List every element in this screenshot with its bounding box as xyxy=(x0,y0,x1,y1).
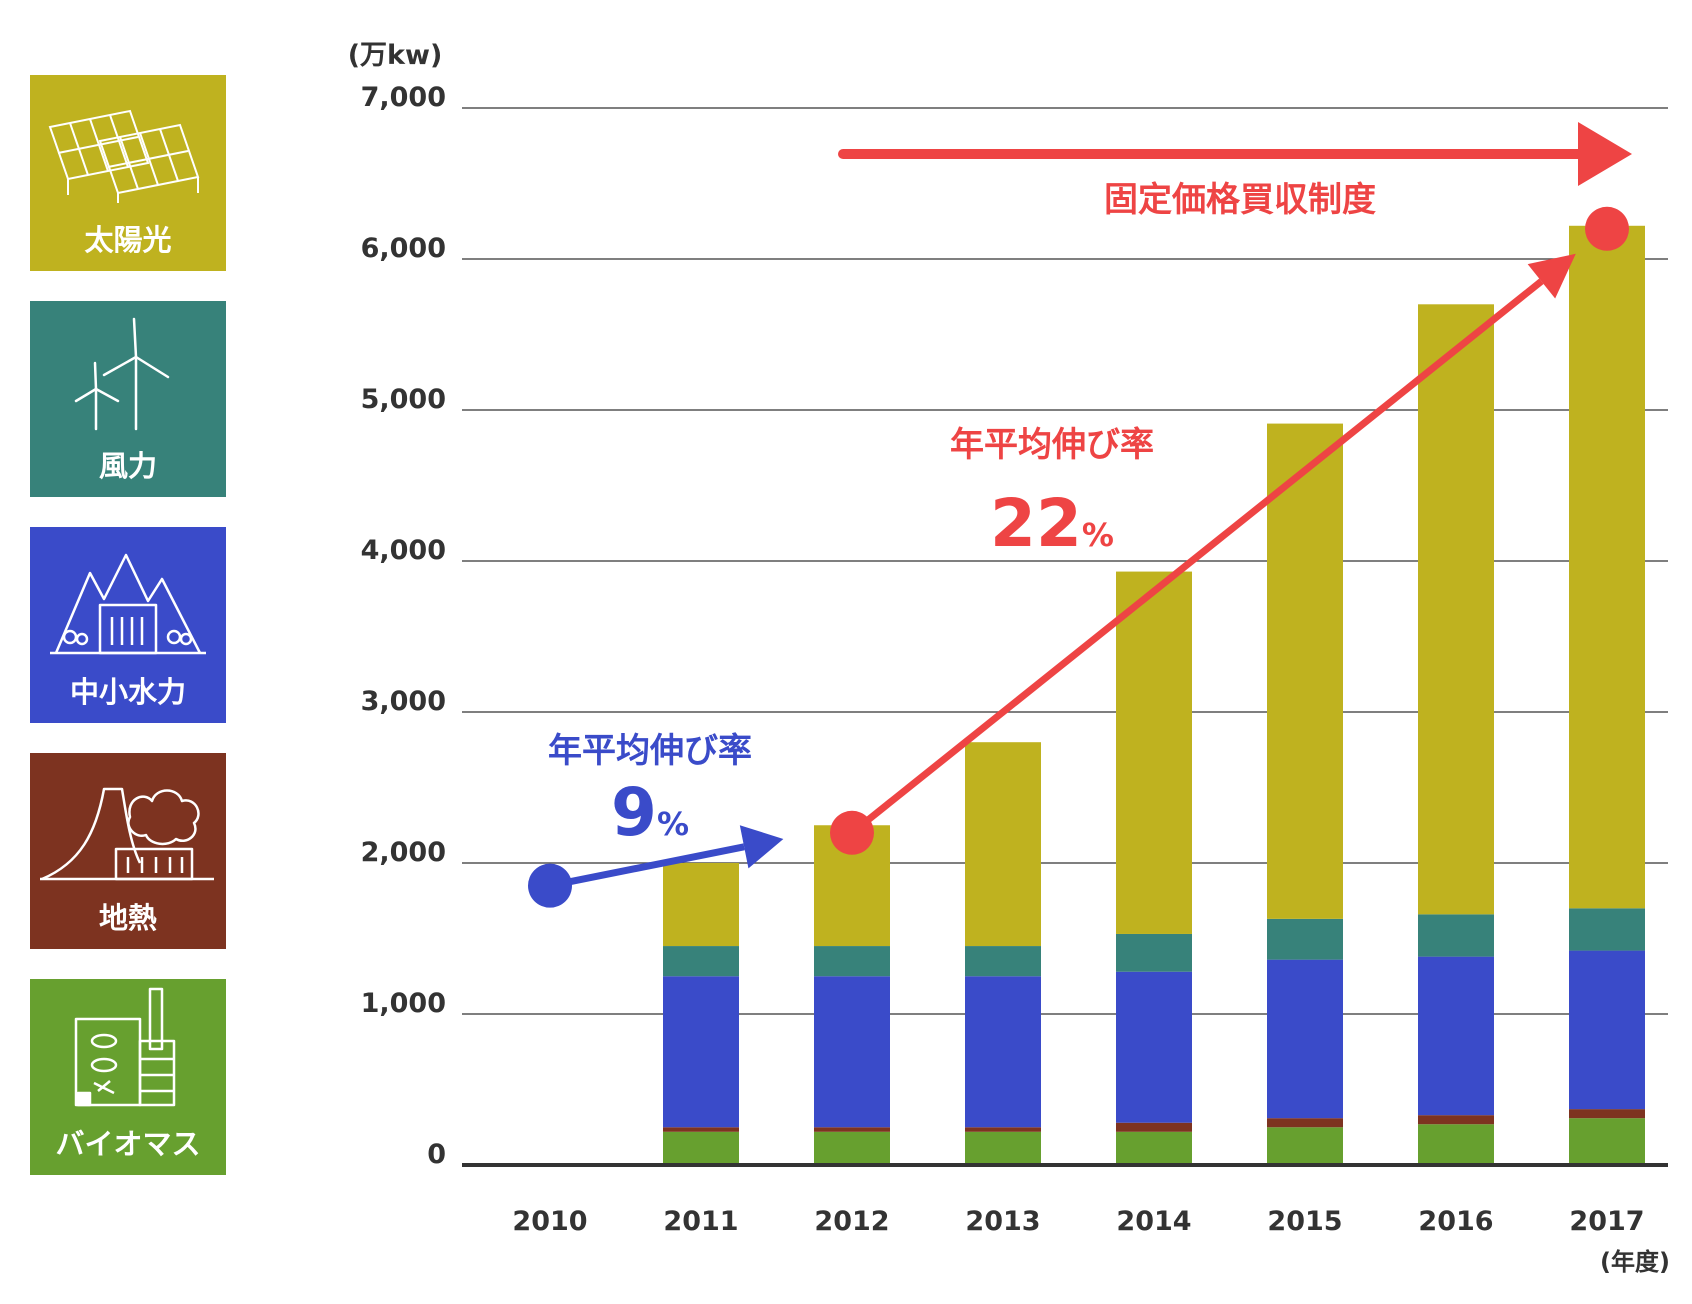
bars xyxy=(663,225,1645,1165)
bar-segment xyxy=(1267,1118,1343,1128)
x-tick-label: 2016 xyxy=(1418,1206,1493,1237)
blue-growth-number: 9 xyxy=(611,774,657,851)
bar-segment xyxy=(663,946,739,977)
x-tick-label: 2012 xyxy=(814,1206,889,1237)
y-tick-label: 6,000 xyxy=(361,233,446,264)
bar-segment xyxy=(1569,1109,1645,1119)
red-growth-value: 22% xyxy=(990,485,1114,562)
blue-growth-arrow-start-dot xyxy=(528,863,572,908)
bar-segment xyxy=(965,742,1041,947)
x-tick-label: 2013 xyxy=(965,1206,1040,1237)
x-tick-label: 2014 xyxy=(1116,1206,1191,1237)
blue-growth-label: 年平均伸び率 xyxy=(548,731,752,771)
blue-growth-arrow-shaft xyxy=(549,843,745,890)
bar-segment xyxy=(663,1131,739,1165)
bar-segment xyxy=(1267,959,1343,1119)
bar-segment xyxy=(814,946,890,977)
bar-segment xyxy=(1418,304,1494,915)
bar-segment xyxy=(965,976,1041,1128)
legend-label: バイオマス xyxy=(55,1127,201,1161)
y-tick-label: 7,000 xyxy=(361,82,446,113)
red-growth-arrow-end-dot xyxy=(1585,206,1629,251)
y-axis-unit-label: (万kw) xyxy=(348,40,443,71)
y-axis-ticks: 0 1,000 2,000 3,000 4,000 5,000 6,000 7,000 xyxy=(361,82,446,1170)
hydro-dam-icon xyxy=(50,553,206,655)
legend-label: 太陽光 xyxy=(84,223,172,257)
red-growth-label: 年平均伸び率 xyxy=(950,425,1154,465)
legend-label: 風力 xyxy=(98,449,157,483)
bar-segment xyxy=(965,946,1041,977)
bar-segment xyxy=(1116,971,1192,1123)
legend-label: 中小水力 xyxy=(69,675,186,709)
red-growth-number: 22 xyxy=(990,485,1082,562)
blue-growth-value: 9% xyxy=(611,774,689,851)
fit-arrow-head xyxy=(1578,122,1632,186)
red-growth-arrow-start-dot xyxy=(830,810,874,855)
legend-label: 地熱 xyxy=(98,901,157,935)
wind-turbine-icon xyxy=(74,317,170,431)
legend-item-biomass: バイオマス xyxy=(30,979,226,1175)
y-tick-label: 5,000 xyxy=(361,384,446,415)
y-tick-label: 1,000 xyxy=(361,988,446,1019)
bar-segment xyxy=(1116,1131,1192,1165)
bar-segment xyxy=(1267,918,1343,960)
bar-segment xyxy=(1569,225,1645,909)
solar-panel-icon xyxy=(48,109,200,203)
bar-segment xyxy=(814,976,890,1128)
x-tick-label: 2011 xyxy=(663,1206,738,1237)
x-axis-ticks: 2010 2011 2012 2013 2014 2015 2016 2017 xyxy=(512,1206,1644,1237)
bar-segment xyxy=(1418,1124,1494,1165)
bar-segment xyxy=(1418,956,1494,1116)
growth-arrows xyxy=(528,206,1629,908)
bar-segment xyxy=(1116,571,1192,934)
red-growth-unit: % xyxy=(1082,516,1114,554)
geothermal-plant-icon xyxy=(40,787,214,881)
x-axis-unit-label: (年度) xyxy=(1600,1248,1670,1276)
red-growth-arrow-head xyxy=(1527,253,1576,299)
bar-segment xyxy=(663,1127,739,1132)
y-tick-label: 4,000 xyxy=(361,535,446,566)
bar-segment xyxy=(663,976,739,1128)
red-growth-arrow-shaft xyxy=(849,278,1544,836)
fit-label: 固定価格買収制度 xyxy=(1104,180,1376,220)
bar-segment xyxy=(965,1127,1041,1132)
bar-segment xyxy=(1418,914,1494,957)
bar-segment xyxy=(1569,1118,1645,1165)
legend-item-hydro: 中小水力 xyxy=(30,527,226,723)
bar-segment xyxy=(1569,908,1645,951)
biomass-plant-icon xyxy=(74,987,176,1107)
x-tick-label: 2010 xyxy=(512,1206,587,1237)
y-tick-label: 0 xyxy=(427,1139,446,1170)
legend-item-solar: 太陽光 xyxy=(30,75,226,271)
bar-segment xyxy=(1418,1115,1494,1125)
bar-segment xyxy=(1569,950,1645,1110)
bar-segment xyxy=(1267,1127,1343,1165)
y-tick-label: 3,000 xyxy=(361,686,446,717)
bar-segment xyxy=(1267,423,1343,919)
blue-growth-arrow-head xyxy=(739,825,784,869)
bar-segment xyxy=(965,1131,1041,1165)
legend-item-geothermal: 地熱 xyxy=(30,753,226,949)
x-tick-label: 2015 xyxy=(1267,1206,1342,1237)
legend-item-wind: 風力 xyxy=(30,301,226,497)
blue-growth-unit: % xyxy=(657,805,689,843)
bar-segment xyxy=(814,1127,890,1132)
bar-segment xyxy=(1116,1122,1192,1132)
y-tick-label: 2,000 xyxy=(361,837,446,868)
bar-segment xyxy=(1116,933,1192,972)
bar-segment xyxy=(663,863,739,947)
bar-segment xyxy=(814,1131,890,1165)
x-tick-label: 2017 xyxy=(1569,1206,1644,1237)
